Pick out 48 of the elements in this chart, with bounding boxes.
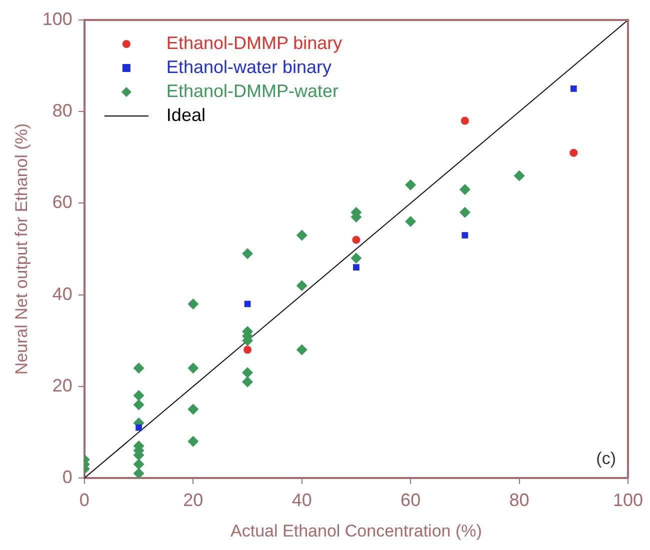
point — [405, 179, 416, 190]
point — [188, 436, 199, 447]
point — [136, 424, 142, 431]
point — [133, 468, 144, 478]
y-tick-label: 80 — [52, 100, 72, 121]
annotation: (c) — [596, 449, 616, 468]
point — [405, 216, 416, 228]
y-tick-label: 60 — [52, 192, 72, 212]
legend-label: Ethanol-water binary — [166, 56, 332, 77]
y-tick-label: 40 — [52, 284, 72, 304]
x-tick-label: 100 — [612, 490, 644, 510]
point — [350, 252, 362, 264]
x-tick-label: 0 — [79, 490, 90, 510]
point — [133, 458, 144, 470]
point — [296, 344, 308, 356]
x-tick-label: 40 — [292, 490, 312, 510]
point — [244, 346, 252, 354]
y-tick-label: 0 — [62, 466, 72, 487]
point — [133, 399, 144, 410]
point — [296, 230, 308, 241]
point — [188, 298, 199, 310]
point — [459, 184, 470, 195]
point — [459, 206, 470, 218]
point — [242, 248, 254, 260]
x-tick-label: 20 — [183, 490, 204, 510]
point — [133, 390, 144, 402]
point — [570, 148, 578, 157]
legend-label: Ethanol-DMMP binary — [166, 32, 342, 53]
point — [353, 264, 360, 270]
point — [296, 280, 308, 292]
x-tick-label: 60 — [400, 490, 421, 510]
x-tick-label: 80 — [509, 490, 530, 510]
point — [462, 232, 468, 238]
point — [188, 362, 199, 374]
point — [570, 86, 577, 92]
point — [133, 362, 144, 374]
point — [514, 170, 525, 182]
y-tick-label: 100 — [42, 8, 72, 29]
point — [188, 404, 199, 415]
point — [242, 367, 254, 378]
y-axis-title: Neural Net output for Ethanol (%) — [12, 123, 31, 375]
x-axis-title: Actual Ethanol Concentration (%) — [230, 521, 482, 540]
point — [460, 116, 469, 125]
legend-label: Ideal — [166, 104, 206, 125]
legend-label: Ethanol-DMMP-water — [166, 80, 338, 101]
point — [352, 236, 360, 244]
y-tick-label: 20 — [52, 375, 72, 396]
point — [242, 376, 254, 388]
